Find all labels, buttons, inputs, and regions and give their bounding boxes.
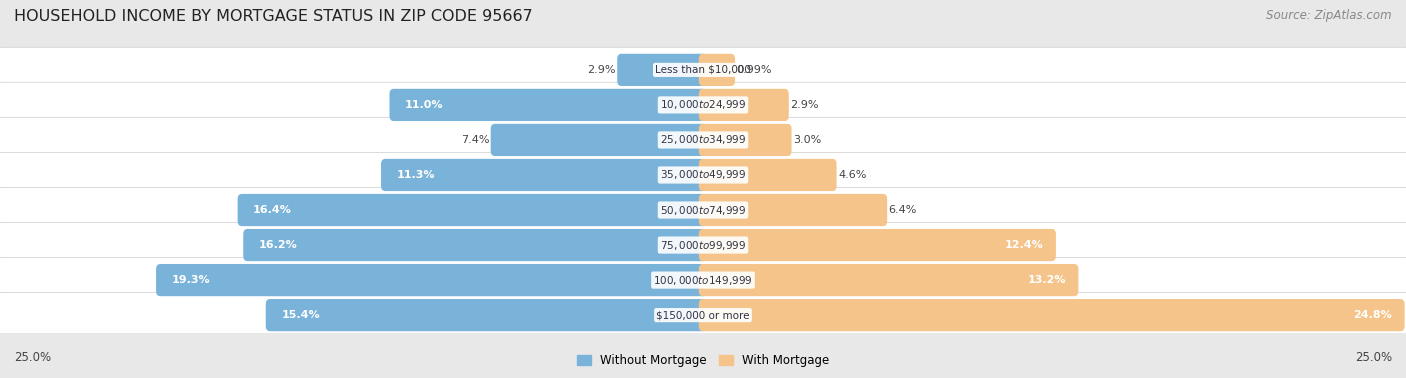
- Text: $50,000 to $74,999: $50,000 to $74,999: [659, 203, 747, 217]
- Text: 12.4%: 12.4%: [1004, 240, 1043, 250]
- FancyBboxPatch shape: [699, 54, 735, 86]
- FancyBboxPatch shape: [699, 159, 837, 191]
- Text: Less than $10,000: Less than $10,000: [655, 65, 751, 75]
- Text: $35,000 to $49,999: $35,000 to $49,999: [659, 169, 747, 181]
- Text: Source: ZipAtlas.com: Source: ZipAtlas.com: [1267, 9, 1392, 22]
- FancyBboxPatch shape: [699, 124, 792, 156]
- Text: 2.9%: 2.9%: [588, 65, 616, 75]
- FancyBboxPatch shape: [0, 187, 1406, 233]
- FancyBboxPatch shape: [699, 229, 1056, 261]
- Text: 25.0%: 25.0%: [14, 351, 51, 364]
- Text: $10,000 to $24,999: $10,000 to $24,999: [659, 98, 747, 112]
- FancyBboxPatch shape: [699, 299, 1405, 331]
- Text: $75,000 to $99,999: $75,000 to $99,999: [659, 239, 747, 251]
- Text: 4.6%: 4.6%: [838, 170, 866, 180]
- FancyBboxPatch shape: [0, 222, 1406, 268]
- FancyBboxPatch shape: [266, 299, 707, 331]
- Text: 15.4%: 15.4%: [281, 310, 319, 320]
- Text: $25,000 to $34,999: $25,000 to $34,999: [659, 133, 747, 146]
- FancyBboxPatch shape: [156, 264, 707, 296]
- Text: 6.4%: 6.4%: [889, 205, 917, 215]
- FancyBboxPatch shape: [0, 152, 1406, 198]
- Text: HOUSEHOLD INCOME BY MORTGAGE STATUS IN ZIP CODE 95667: HOUSEHOLD INCOME BY MORTGAGE STATUS IN Z…: [14, 9, 533, 25]
- Text: 24.8%: 24.8%: [1353, 310, 1392, 320]
- FancyBboxPatch shape: [491, 124, 707, 156]
- Text: 13.2%: 13.2%: [1028, 275, 1066, 285]
- FancyBboxPatch shape: [699, 89, 789, 121]
- FancyBboxPatch shape: [0, 117, 1406, 163]
- Text: 16.4%: 16.4%: [253, 205, 292, 215]
- Legend: Without Mortgage, With Mortgage: Without Mortgage, With Mortgage: [572, 350, 834, 372]
- FancyBboxPatch shape: [699, 264, 1078, 296]
- Text: 7.4%: 7.4%: [461, 135, 489, 145]
- FancyBboxPatch shape: [0, 293, 1406, 338]
- Text: 19.3%: 19.3%: [172, 275, 209, 285]
- Text: $150,000 or more: $150,000 or more: [657, 310, 749, 320]
- Text: 2.9%: 2.9%: [790, 100, 818, 110]
- FancyBboxPatch shape: [0, 82, 1406, 128]
- Text: 11.0%: 11.0%: [405, 100, 443, 110]
- FancyBboxPatch shape: [0, 257, 1406, 303]
- Text: 0.99%: 0.99%: [737, 65, 772, 75]
- FancyBboxPatch shape: [238, 194, 707, 226]
- Text: 16.2%: 16.2%: [259, 240, 298, 250]
- FancyBboxPatch shape: [381, 159, 707, 191]
- FancyBboxPatch shape: [617, 54, 707, 86]
- Text: $100,000 to $149,999: $100,000 to $149,999: [654, 274, 752, 287]
- Text: 3.0%: 3.0%: [793, 135, 821, 145]
- Text: 11.3%: 11.3%: [396, 170, 434, 180]
- Text: 25.0%: 25.0%: [1355, 351, 1392, 364]
- FancyBboxPatch shape: [699, 194, 887, 226]
- FancyBboxPatch shape: [0, 47, 1406, 93]
- FancyBboxPatch shape: [243, 229, 707, 261]
- FancyBboxPatch shape: [389, 89, 707, 121]
